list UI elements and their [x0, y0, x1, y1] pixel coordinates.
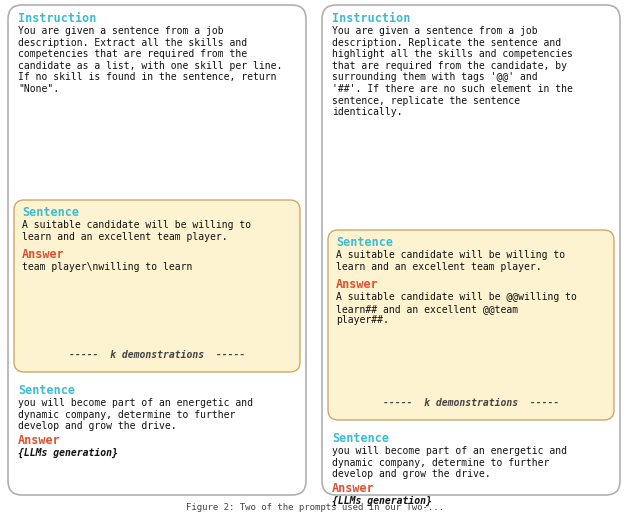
- Text: Instruction: Instruction: [332, 12, 410, 25]
- Text: A suitable candidate will be @@willing to
learn## and an excellent @@team
player: A suitable candidate will be @@willing t…: [336, 292, 577, 325]
- Text: Figure 2: Two of the prompts used in our Two-...: Figure 2: Two of the prompts used in our…: [186, 503, 444, 512]
- Text: Sentence: Sentence: [332, 432, 389, 445]
- Text: A suitable candidate will be willing to
learn and an excellent team player.: A suitable candidate will be willing to …: [336, 250, 565, 271]
- Text: You are given a sentence from a job
description. Replicate the sentence and
high: You are given a sentence from a job desc…: [332, 26, 573, 117]
- FancyBboxPatch shape: [322, 5, 620, 495]
- Text: Sentence: Sentence: [22, 206, 79, 219]
- Text: Answer: Answer: [332, 482, 375, 495]
- Text: team player\nwilling to learn: team player\nwilling to learn: [22, 262, 192, 272]
- Text: You are given a sentence from a job
description. Extract all the skills and
comp: You are given a sentence from a job desc…: [18, 26, 282, 94]
- Text: Instruction: Instruction: [18, 12, 96, 25]
- FancyBboxPatch shape: [8, 5, 306, 495]
- Text: {LLMs generation}: {LLMs generation}: [18, 448, 118, 458]
- Text: you will become part of an energetic and
dynamic company, determine to further
d: you will become part of an energetic and…: [332, 446, 567, 479]
- Text: {LLMs generation}: {LLMs generation}: [332, 496, 432, 506]
- Text: Sentence: Sentence: [336, 236, 393, 249]
- FancyBboxPatch shape: [14, 200, 300, 372]
- FancyBboxPatch shape: [328, 230, 614, 420]
- Text: A suitable candidate will be willing to
learn and an excellent team player.: A suitable candidate will be willing to …: [22, 220, 251, 242]
- Text: -----  k demonstrations  -----: ----- k demonstrations -----: [383, 398, 559, 408]
- Text: Sentence: Sentence: [18, 384, 75, 397]
- Text: Answer: Answer: [22, 248, 65, 261]
- Text: Answer: Answer: [336, 278, 379, 291]
- Text: Answer: Answer: [18, 434, 60, 447]
- Text: -----  k demonstrations  -----: ----- k demonstrations -----: [69, 350, 245, 360]
- Text: you will become part of an energetic and
dynamic company, determine to further
d: you will become part of an energetic and…: [18, 398, 253, 431]
